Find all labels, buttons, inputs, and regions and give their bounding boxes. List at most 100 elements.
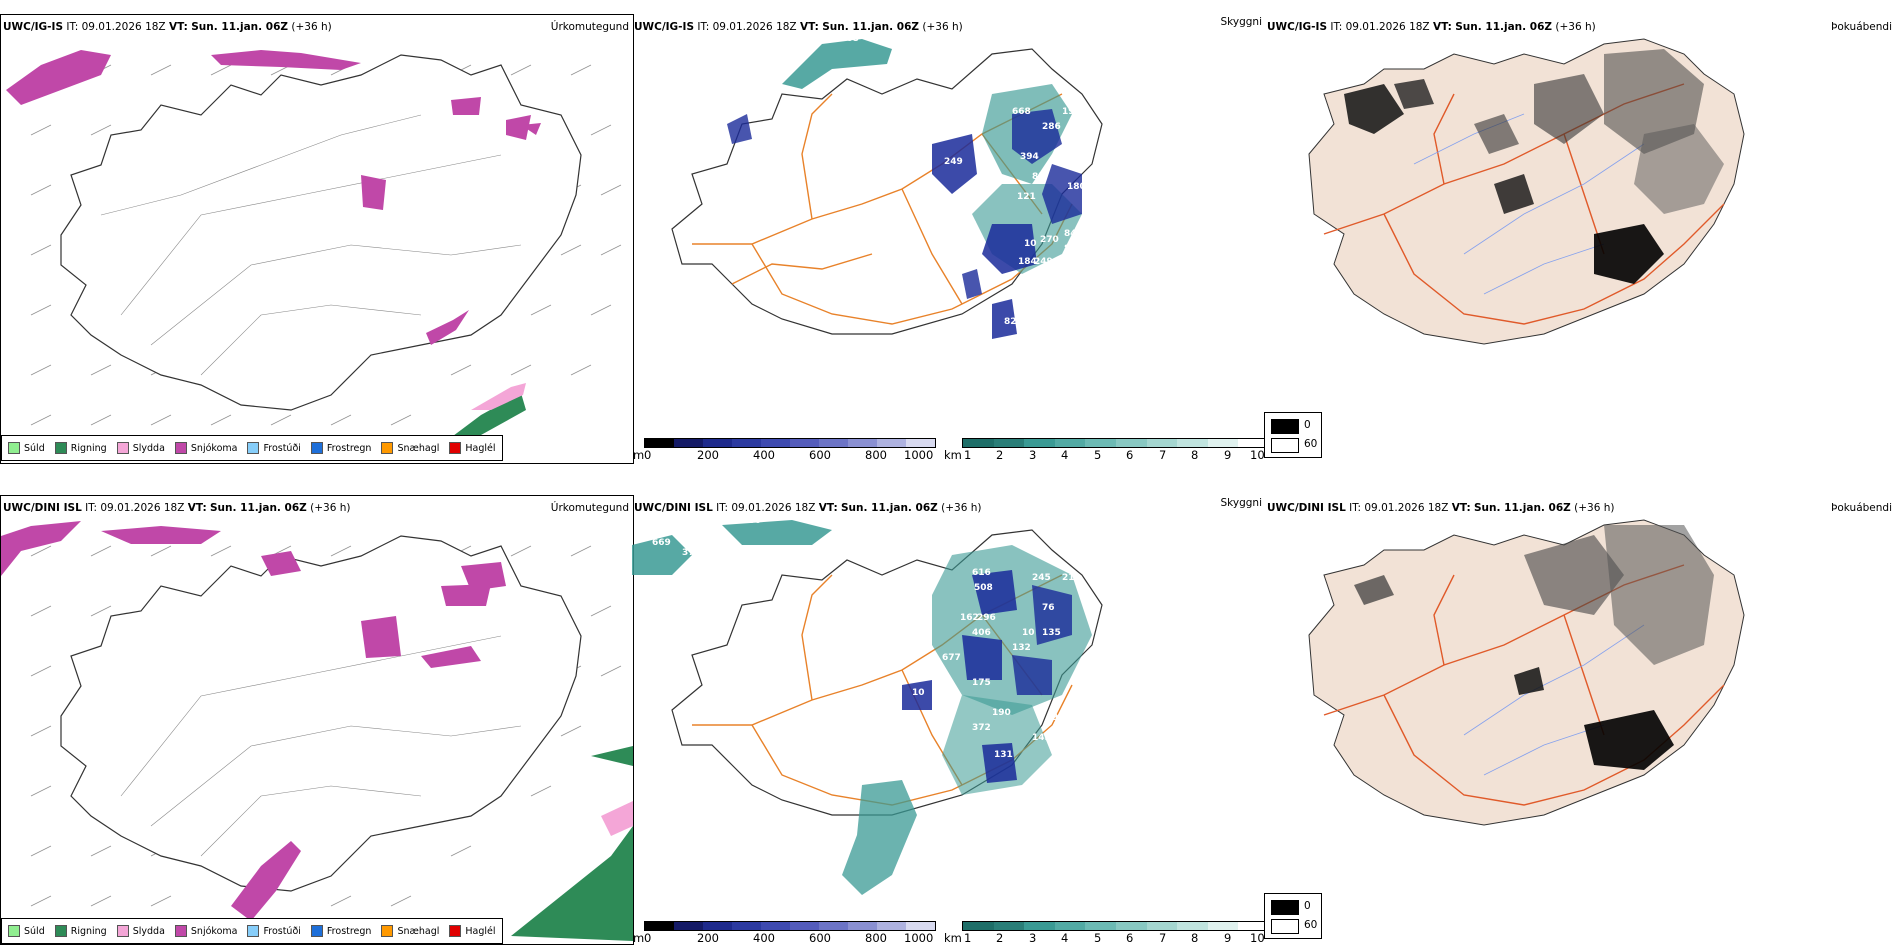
vis-number: 373 [682,548,701,558]
legend-swatch [174,925,187,937]
fog-title: Þokuábendi [1831,502,1892,514]
vis-number: 296 [977,613,996,623]
vis-number: 219 [1062,573,1081,583]
vis-number: 97 [1052,713,1065,723]
fog-panel-2[interactable]: UWC/DINI ISL IT: 09.01.2026 18Z VT: Sun.… [1264,495,1900,943]
vis-number: 668 [1012,107,1031,117]
vis-tick: 6 [1126,448,1134,462]
vis-number: 394 [1020,152,1039,162]
precip-map-1 [6,50,622,455]
model-name: UWC/IG-IS [3,21,64,33]
legend-swatch [310,442,323,454]
vis-number: 406 [972,628,991,638]
vis-number: 162 [960,613,979,623]
vis-tick: 8 [1191,448,1199,462]
vis-tick: 2 [996,931,1004,945]
legend-swatch [449,442,462,454]
vis-colorbar [962,921,1270,931]
vis-tick: 10 [1250,931,1265,945]
fog-header-2: UWC/DINI ISL IT: 09.01.2026 18Z VT: Sun.… [1267,502,1615,514]
vis-tick: 7 [1159,448,1167,462]
legend-swatch [8,925,20,937]
vis-number: 508 [974,583,993,593]
height-tick: 1000 [904,931,934,945]
legend-item-sudl: Súld [8,442,45,454]
model-name: UWC/IG-IS [634,21,695,33]
fog-panel-1[interactable]: UWC/IG-IS IT: 09.01.2026 18Z VT: Sun. 11… [1264,14,1900,462]
vis-tick: 8 [1191,931,1199,945]
vis-tick: 4 [1061,448,1069,462]
vis-number: 132 [1012,643,1031,653]
vis-number: 677 [942,653,961,663]
legend-item-slydda: Slydda [116,442,165,454]
height-tick: 200 [697,448,719,462]
precip-header-2: UWC/DINI ISL IT: 09.01.2026 18Z VT: Sun.… [3,502,351,514]
legend-item-rigning: Rigning [54,925,107,937]
legend-swatch [247,442,260,454]
vis-number: 245 [1032,573,1051,583]
fog-map-2 [1308,519,1745,826]
model-name: UWC/DINI ISL [3,502,82,514]
vis-number: 135 [1042,628,1061,638]
fog-legend-1: 0 60 [1264,412,1322,458]
vis-number: 10 [912,688,925,698]
vis-number: 286 [1042,122,1061,132]
height-colorbar [644,921,936,931]
legend-swatch [381,925,394,937]
vis-number: 372 [972,723,991,733]
vis-unit: km [944,448,962,462]
cloud-panel-2[interactable]: UWC/DINI ISL IT: 09.01.2026 18Z VT: Sun.… [632,495,1264,943]
legend-item-frostudi: Frostúði [247,442,301,454]
vis-number: 121 [1017,192,1036,202]
legend-item-frostudi: Frostúði [247,925,301,937]
fog-swatch-white [1271,919,1299,934]
vis-number: 242 [958,220,977,230]
vis-number: 82 [1004,317,1017,327]
vis-tick: 1 [964,931,972,945]
height-tick: 400 [753,931,775,945]
legend-item-snjokoma: Snjókoma [174,925,237,937]
fog-swatch-white [1271,438,1299,453]
legend-item-hagel: Haglél [449,925,496,937]
vis-tick: 2 [996,448,1004,462]
fog-white-value: 60 [1304,438,1318,450]
height-scale-1: m 0 200 400 600 800 1000 [632,435,942,465]
vis-tick: 5 [1094,931,1102,945]
vis-tick: 4 [1061,931,1069,945]
legend-item-hagel: Haglél [449,442,496,454]
height-tick: 400 [753,448,775,462]
vis-scale-1: km 1 2 3 4 5 6 7 8 9 10 [944,435,1274,465]
legend-swatch [381,442,394,454]
fog-black-value: 0 [1304,900,1311,912]
model-name: UWC/DINI ISL [1267,502,1346,514]
vis-number: 84 [1064,244,1077,254]
precip-panel-1[interactable]: UWC/IG-IS IT: 09.01.2026 18Z VT: Sun. 11… [0,14,634,464]
vis-tick: 3 [1029,931,1037,945]
vis-tick: 7 [1159,931,1167,945]
vis-number: 669 [652,538,671,548]
height-tick: 0 [644,448,652,462]
vis-tick: 3 [1029,448,1037,462]
vis-number: 131 [994,750,1013,760]
height-tick: 200 [697,931,719,945]
row-2: UWC/DINI ISL IT: 09.01.2026 18Z VT: Sun.… [0,475,1900,950]
vis-number: 195 [1062,107,1081,117]
fog-legend-2: 0 60 [1264,893,1322,939]
vis-number: 84 [1064,229,1077,239]
height-tick: 600 [809,448,831,462]
model-name: UWC/DINI ISL [634,502,713,514]
vis-number: 180 [1067,182,1086,192]
vis-colorbar [962,438,1270,448]
vis-number: 249 [1034,257,1053,267]
height-unit: m [633,448,645,462]
cloud-map-1: 768 668 286 195 249 394 83 180 121 242 1… [671,34,1103,339]
cloud-panel-1[interactable]: UWC/IG-IS IT: 09.01.2026 18Z VT: Sun. 11… [632,14,1264,462]
vis-number: 270 [1040,235,1059,245]
vis-number: 190 [992,708,1011,718]
legend-item-snaehagl: Snæhagl [381,925,439,937]
legend-swatch [310,925,323,937]
legend-item-frostregn: Frostregn [310,925,371,937]
vis-number: 175 [972,678,991,688]
fog-swatch-black [1271,419,1299,434]
precip-panel-2[interactable]: UWC/DINI ISL IT: 09.01.2026 18Z VT: Sun.… [0,495,634,945]
